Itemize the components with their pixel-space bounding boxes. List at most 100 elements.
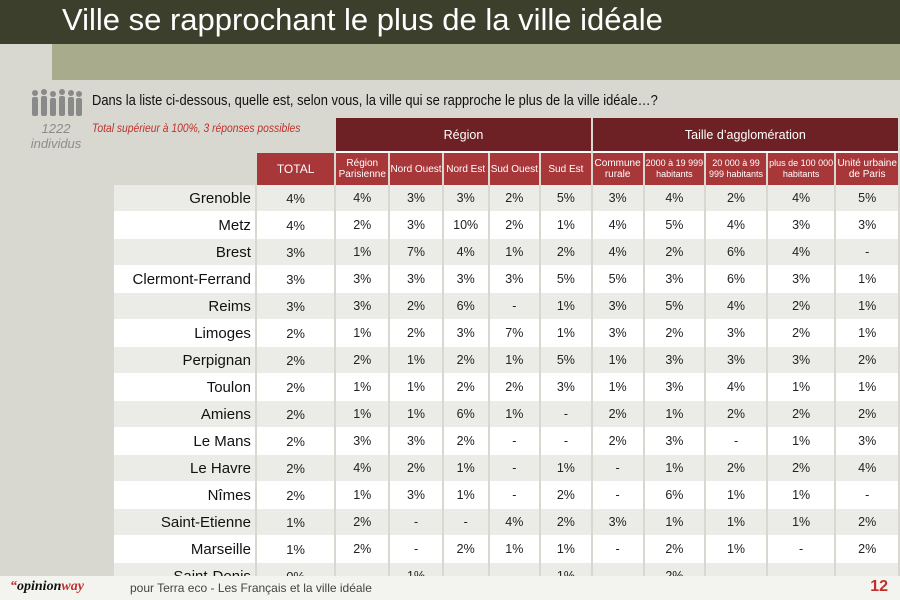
- table-cell: 2%: [336, 347, 389, 374]
- table-cell: 2%: [390, 293, 442, 320]
- table-cell: 3%: [767, 212, 835, 239]
- table-cell: 2%: [644, 536, 705, 563]
- table-cell: 5%: [644, 212, 705, 239]
- table-cell: 1%: [489, 401, 540, 428]
- table-cell: 2%: [767, 401, 835, 428]
- table-cell: 1%: [541, 293, 591, 320]
- city-name: Reims: [114, 293, 255, 320]
- people-icon: [32, 89, 82, 116]
- table-row: Le Mans 2% 3% 3% 2% - -2% 3% -1% 3%: [114, 428, 898, 455]
- table-cell: 1%: [767, 374, 835, 401]
- table-cell: 1%: [336, 401, 389, 428]
- table-body: Grenoble 4% 4% 3% 3% 2% 5% 3% 4% 2% 4% 5% Metz 4% 2% 3%…: [114, 185, 898, 590]
- table-cell: 1%: [336, 320, 389, 347]
- table-cell: 4%: [706, 374, 766, 401]
- table-row: Grenoble 4% 4% 3% 3% 2% 5% 3% 4% 2% 4% 5%: [114, 185, 898, 212]
- table-cell: 1%: [706, 509, 766, 536]
- table-cell: 3%: [592, 509, 643, 536]
- table-cell: 2%: [706, 455, 766, 482]
- table-cell: 6%: [443, 293, 488, 320]
- table-cell: 3%: [706, 347, 766, 374]
- city-name: Amiens: [114, 401, 255, 428]
- table-cell: 5%: [541, 185, 591, 212]
- table-cell: 2%: [836, 401, 898, 428]
- table-cell: 1%: [489, 536, 540, 563]
- table-cell: -: [706, 428, 766, 455]
- table-cell: -: [489, 428, 540, 455]
- total-value: 2%: [256, 482, 335, 509]
- table-cell: 3%: [489, 266, 540, 293]
- table-cell: 2%: [336, 536, 389, 563]
- table-cell: 2%: [644, 320, 705, 347]
- table-cell: 3%: [443, 320, 488, 347]
- total-value: 2%: [256, 320, 335, 347]
- table-cell: 1%: [541, 536, 591, 563]
- header-total: TOTAL: [256, 153, 335, 185]
- table-row: Limoges 2% 1% 2% 3% 7% 1% 3% 2% 3% 2% 1%: [114, 320, 898, 347]
- table-cell: 1%: [336, 239, 389, 266]
- header-unite-urbaine-paris: Unité urbaine de Paris: [836, 153, 898, 185]
- survey-question: Dans la liste ci-dessous, quelle est, se…: [92, 92, 658, 109]
- table-row: Marseille 1% 2% -2% 1% 1% -2% 1% -2%: [114, 536, 898, 563]
- table-cell: 3%: [592, 320, 643, 347]
- table-cell: 2%: [592, 401, 643, 428]
- table-cell: 2%: [706, 401, 766, 428]
- table-cell: 1%: [489, 239, 540, 266]
- total-value: 2%: [256, 455, 335, 482]
- table-cell: 2%: [541, 509, 591, 536]
- table-cell: 3%: [336, 428, 389, 455]
- table-cell: -: [390, 509, 442, 536]
- table-cell: 3%: [644, 347, 705, 374]
- table-cell: 1%: [541, 455, 591, 482]
- table-cell: 5%: [836, 185, 898, 212]
- table-cell: 1%: [336, 482, 389, 509]
- table-cell: 3%: [390, 266, 442, 293]
- table-cell: 3%: [592, 293, 643, 320]
- table-cell: 1%: [390, 347, 442, 374]
- table-cell: -: [592, 455, 643, 482]
- table-row: Reims 3% 3% 2% 6% -1% 3% 5% 4% 2% 1%: [114, 293, 898, 320]
- city-name: Perpignan: [114, 347, 255, 374]
- total-value: 2%: [256, 374, 335, 401]
- table-cell: 2%: [836, 509, 898, 536]
- table-cell: 3%: [644, 428, 705, 455]
- table-cell: -: [489, 293, 540, 320]
- table-cell: 2%: [390, 455, 442, 482]
- table-cell: 6%: [644, 482, 705, 509]
- table-row: Brest 3% 1% 7% 4% 1% 2% 4% 2% 6% 4% -: [114, 239, 898, 266]
- table-cell: 5%: [541, 347, 591, 374]
- table-row: Perpignan 2% 2% 1% 2% 1% 5% 1% 3% 3% 3% 2%: [114, 347, 898, 374]
- table-cell: -: [390, 536, 442, 563]
- header-region: Région: [336, 118, 591, 153]
- table-cell: 1%: [592, 347, 643, 374]
- table-cell: -: [489, 482, 540, 509]
- header-agglomeration: Taille d’agglomération: [592, 118, 898, 153]
- header-100000-plus: plus de 100 000 habitants: [767, 153, 835, 185]
- total-value: 4%: [256, 212, 335, 239]
- city-name: Grenoble: [114, 185, 255, 212]
- header-2000-19999: 2000 à 19 999 habitants: [644, 153, 705, 185]
- header-region-parisienne: Région Parisienne: [336, 153, 389, 185]
- table-cell: 2%: [443, 374, 488, 401]
- header-sud-est: Sud Est: [541, 153, 591, 185]
- city-name: Nîmes: [114, 482, 255, 509]
- table-cell: 4%: [767, 239, 835, 266]
- total-value: 3%: [256, 239, 335, 266]
- table-cell: 1%: [644, 455, 705, 482]
- header-20000-99999: 20 000 à 99 999 habitants: [706, 153, 766, 185]
- table-cell: 6%: [443, 401, 488, 428]
- sample-unit: individus: [30, 136, 82, 151]
- total-value: 1%: [256, 509, 335, 536]
- sample-size: 1222 individus: [24, 121, 88, 151]
- table-cell: 3%: [767, 266, 835, 293]
- table-cell: 4%: [644, 185, 705, 212]
- table-row: Metz 4% 2% 3% 10% 2% 1% 4% 5% 4% 3% 3%: [114, 212, 898, 239]
- table-cell: 3%: [443, 185, 488, 212]
- table-cell: 3%: [592, 185, 643, 212]
- table-cell: 2%: [706, 185, 766, 212]
- table-cell: -: [541, 401, 591, 428]
- table-cell: 2%: [489, 212, 540, 239]
- table-cell: 7%: [489, 320, 540, 347]
- total-value: 2%: [256, 347, 335, 374]
- table-cell: 1%: [489, 347, 540, 374]
